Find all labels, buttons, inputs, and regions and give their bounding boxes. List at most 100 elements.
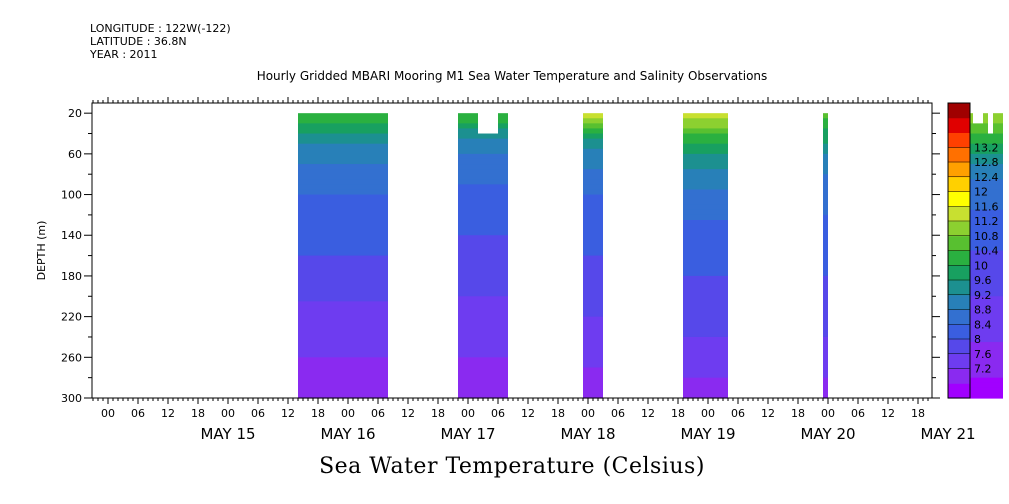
data-segment <box>458 113 508 399</box>
data-segment <box>583 113 603 399</box>
temperature-cell <box>823 158 828 165</box>
y-tick-labels: 20 60 100 140 180 220 260 300 <box>61 107 82 405</box>
temperature-cell <box>683 235 728 241</box>
temperature-cell <box>458 387 508 394</box>
temperature-cell <box>683 306 728 313</box>
temperature-cell <box>823 275 828 282</box>
temperature-cell <box>458 250 508 257</box>
temperature-cell <box>583 169 603 175</box>
temperature-cell <box>298 123 388 130</box>
x-tick-label: 00 <box>101 407 115 420</box>
temperature-cell <box>948 260 1003 267</box>
temperature-cell <box>823 113 828 119</box>
colorbar-swatch <box>948 147 970 163</box>
temperature-cell <box>823 209 828 216</box>
x-tick-label: 18 <box>791 407 805 420</box>
y-tick-label: 300 <box>61 392 82 405</box>
temperature-cell <box>683 148 728 155</box>
temperature-cell <box>458 382 508 389</box>
temperature-cell <box>823 225 828 231</box>
data-segment <box>298 113 388 399</box>
temperature-cell <box>583 336 603 343</box>
temperature-cell <box>948 214 1003 221</box>
temperature-cell <box>948 158 1003 165</box>
temperature-cell <box>458 357 508 363</box>
temperature-cell <box>583 113 603 119</box>
temperature-cell <box>948 326 1003 333</box>
temperature-cell <box>458 158 508 165</box>
temperature-cell <box>948 377 1003 384</box>
temperature-cell <box>948 250 1003 257</box>
temperature-cell <box>683 118 728 124</box>
temperature-cell <box>948 357 1003 363</box>
temperature-cell <box>948 179 1003 185</box>
temperature-cell <box>298 291 388 297</box>
temperature-cell <box>683 164 728 170</box>
temperature-cell <box>298 255 388 262</box>
temperature-cell <box>683 158 728 165</box>
temperature-cell <box>458 372 508 379</box>
temperature-cell <box>948 169 1003 175</box>
temperature-cell <box>458 219 508 226</box>
temperature-cell <box>583 377 603 384</box>
temperature-cell <box>683 291 728 297</box>
temperature-cell <box>823 311 828 318</box>
y-tick-label: 20 <box>68 107 82 120</box>
temperature-cell <box>948 352 1003 358</box>
temperature-cell <box>683 377 728 384</box>
temperature-cell <box>298 387 388 394</box>
temperature-cell <box>583 250 603 257</box>
x-tick-label: 00 <box>221 407 235 420</box>
temperature-cell <box>458 331 508 338</box>
colorbar-swatch <box>948 176 970 192</box>
y-tick-label: 220 <box>61 311 82 324</box>
temperature-cell <box>458 311 508 318</box>
temperature-cell <box>583 219 603 226</box>
colorbar-swatch <box>948 191 970 207</box>
temperature-cell <box>583 174 603 180</box>
temperature-cell <box>683 219 728 226</box>
temperature-cell <box>683 392 728 399</box>
x-tick-label: 06 <box>731 407 745 420</box>
temperature-cell <box>583 260 603 267</box>
colorbar-label: 13.2 <box>974 141 999 154</box>
temperature-cell <box>583 235 603 241</box>
temperature-cell <box>823 235 828 241</box>
temperature-cell <box>458 291 508 297</box>
temperature-cell <box>683 352 728 358</box>
x-tick-label: 18 <box>911 407 925 420</box>
temperature-cell <box>458 336 508 343</box>
temperature-cell <box>458 255 508 262</box>
temperature-cell <box>458 240 508 247</box>
temperature-cell <box>583 326 603 333</box>
temperature-cell <box>823 367 828 374</box>
temperature-cell <box>683 311 728 318</box>
temperature-cell <box>298 357 388 363</box>
temperature-cell <box>823 255 828 262</box>
temperature-cell <box>683 387 728 394</box>
colorbar-swatch <box>948 339 970 355</box>
temperature-cell <box>298 321 388 328</box>
temperature-cell <box>683 194 728 201</box>
temperature-cell <box>583 225 603 231</box>
colorbar-swatch <box>948 250 970 266</box>
temperature-cell <box>823 326 828 333</box>
temperature-cell <box>948 219 1003 226</box>
temperature-cell <box>458 194 508 201</box>
temperature-cell <box>583 118 603 124</box>
temperature-cell <box>458 281 508 287</box>
temperature-cell <box>683 179 728 185</box>
temperature-cell <box>458 235 508 241</box>
temperature-cell <box>583 230 603 236</box>
temperature-cell <box>458 133 508 140</box>
temperature-cell <box>683 301 728 308</box>
temperature-cell <box>298 169 388 175</box>
y-tick-label: 100 <box>61 189 82 202</box>
colorbar-label: 8.4 <box>974 318 992 331</box>
temperature-cell <box>298 133 388 140</box>
temperature-cell <box>948 316 1003 323</box>
temperature-cell <box>823 316 828 323</box>
temperature-cell <box>298 372 388 379</box>
temperature-cell <box>823 133 828 140</box>
temperature-cell <box>823 128 828 135</box>
